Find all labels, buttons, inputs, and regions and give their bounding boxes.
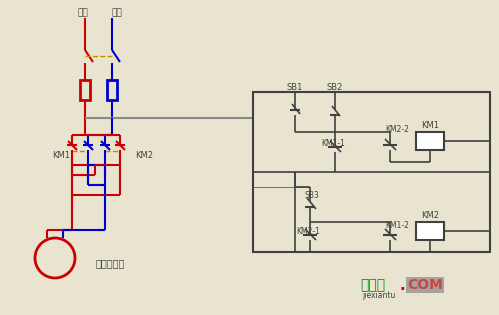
- Text: KM2: KM2: [135, 151, 153, 159]
- Bar: [80, 80, 90, 100]
- Text: 正极: 正极: [78, 9, 88, 18]
- Text: KM2-2: KM2-2: [385, 124, 409, 134]
- Text: SB1: SB1: [287, 83, 303, 91]
- Text: KM1-2: KM1-2: [385, 221, 409, 231]
- Text: SB3: SB3: [305, 191, 320, 199]
- Text: 负极: 负极: [112, 9, 122, 18]
- Text: .: .: [400, 278, 406, 293]
- Text: KM1: KM1: [52, 151, 70, 159]
- Text: 直流电动机: 直流电动机: [95, 258, 125, 268]
- Text: KM1-1: KM1-1: [321, 140, 345, 148]
- Text: jiexiantu: jiexiantu: [362, 290, 395, 300]
- Text: 接线图: 接线图: [360, 278, 385, 292]
- Bar: [253, 92, 490, 252]
- Text: KM1: KM1: [421, 121, 439, 129]
- Text: KM2-1: KM2-1: [296, 227, 320, 237]
- Text: COM: COM: [407, 278, 443, 292]
- Bar: [416, 132, 444, 150]
- Bar: [416, 222, 444, 240]
- Text: KM2: KM2: [421, 210, 439, 220]
- Bar: [107, 80, 117, 100]
- Text: SB2: SB2: [327, 83, 343, 91]
